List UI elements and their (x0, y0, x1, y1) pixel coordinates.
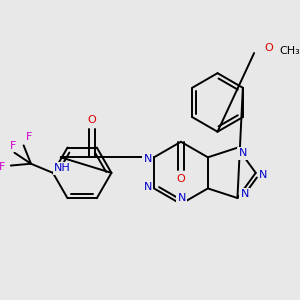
Text: CH₃: CH₃ (280, 46, 300, 56)
Text: F: F (0, 162, 5, 172)
Text: NH: NH (54, 163, 71, 173)
Text: N: N (241, 189, 249, 200)
Text: O: O (177, 174, 185, 184)
Text: O: O (264, 44, 273, 53)
Text: N: N (259, 170, 267, 180)
Text: N: N (143, 154, 152, 164)
Text: F: F (26, 132, 32, 142)
Text: N: N (178, 194, 186, 203)
Text: N: N (143, 182, 152, 192)
Text: O: O (87, 115, 96, 125)
Text: N: N (239, 148, 247, 158)
Text: F: F (10, 141, 16, 151)
